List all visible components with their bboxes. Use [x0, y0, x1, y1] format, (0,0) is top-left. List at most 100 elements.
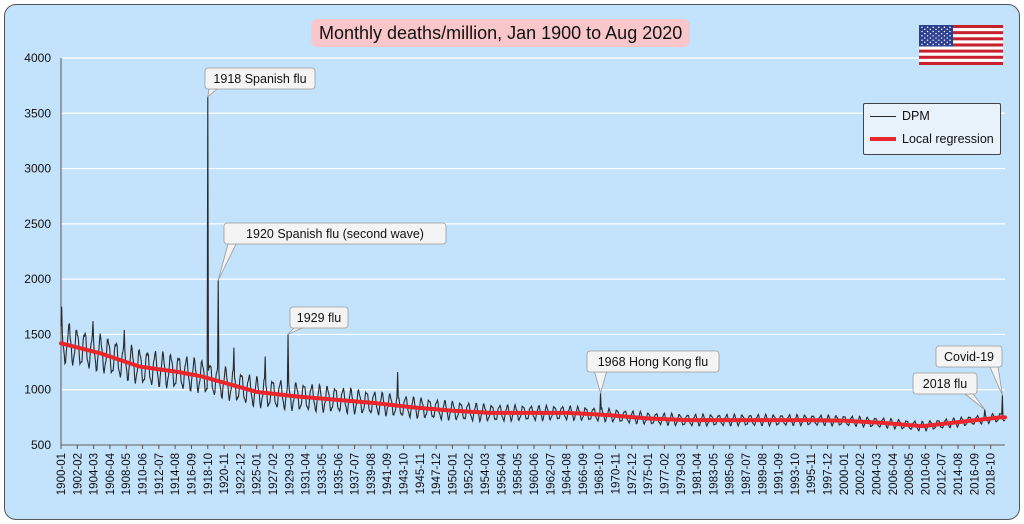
x-tick-label: 1920-11: [219, 453, 231, 494]
x-tick-label: 1979-03: [676, 453, 688, 495]
legend: DPM Local regression: [863, 103, 1001, 155]
x-tick-label: 2018-10: [986, 453, 998, 495]
x-tick-label: 2016-09: [969, 453, 981, 495]
x-tick-label: 1950-01: [447, 453, 459, 495]
x-tick-label: 1956-04: [496, 452, 508, 495]
annotation-callout: 1968 Hong Kong flu: [586, 350, 720, 395]
x-tick-label: 2002-02: [855, 453, 867, 495]
x-tick-label: 1985-06: [725, 453, 737, 495]
annotation-box: [289, 306, 349, 329]
x-tick-label: 1989-08: [757, 453, 769, 495]
x-tick-label: 1954-03: [480, 453, 492, 495]
legend-label-local-regression: Local regression: [902, 132, 994, 146]
x-tick-label: 1952-02: [464, 453, 476, 495]
annotation-box: [586, 350, 720, 373]
legend-swatch-dpm: [870, 115, 896, 117]
x-tick-label: 1968-10: [594, 453, 606, 495]
annotation-label: 1929 flu: [297, 311, 342, 325]
annotation-callout: 1929 flu: [287, 306, 349, 335]
x-tick-label: 1995-11: [806, 453, 818, 494]
x-tick-label: 1981-04: [692, 452, 704, 495]
annotation-label: Covid-19: [944, 350, 994, 364]
x-tick-label: 1925-01: [252, 453, 264, 495]
x-tick-label: 1929-03: [284, 453, 296, 495]
y-tick-label: 500: [31, 438, 51, 452]
x-tick-label: 1991-09: [774, 453, 786, 495]
annotation-pointer: [989, 366, 1003, 396]
x-tick-label: 1993-10: [790, 453, 802, 495]
y-tick-label: 4000: [24, 51, 51, 65]
x-tick-label: 1987-07: [741, 453, 753, 495]
x-tick-label: 1933-05: [317, 453, 329, 495]
x-tick-label: 1983-05: [708, 453, 720, 495]
annotation-label: 1920 Spanish flu (second wave): [246, 227, 424, 241]
x-tick-label: 1918-10: [203, 453, 215, 495]
annotation-box: [223, 222, 447, 245]
x-tick-label: 1975-01: [643, 453, 655, 495]
y-tick-label: 2000: [24, 272, 51, 286]
x-tick-label: 1972-12: [627, 453, 639, 495]
x-tick-label: 1906-04: [105, 452, 117, 495]
chart-title: Monthly deaths/million, Jan 1900 to Aug …: [319, 22, 683, 43]
legend-item-local-regression: Local regression: [870, 132, 994, 146]
annotation-pointer: [217, 243, 237, 281]
legend-swatch-local-regression: [870, 137, 896, 141]
y-tick-label: 3000: [24, 162, 51, 176]
legend-item-dpm: DPM: [870, 109, 930, 123]
x-tick-label: 1962-07: [545, 453, 557, 495]
annotations: 1918 Spanish flu 1920 Spanish flu (second…: [204, 67, 1003, 410]
annotation-pointer: [207, 88, 219, 98]
annotation-label: 1968 Hong Kong flu: [598, 355, 709, 369]
chart-frame: 500 1000 1500 2000 2500 3000 3500 4000 1900-01 1…: [4, 4, 1020, 520]
x-tick-label: 1916-09: [186, 453, 198, 495]
annotation-pointer: [287, 327, 303, 335]
x-tick-label: 2004-03: [871, 453, 883, 495]
annotation-callout: 1918 Spanish flu: [204, 67, 316, 98]
x-tick-label: 1943-10: [399, 453, 411, 495]
x-tick-label: 1931-04: [301, 452, 313, 495]
y-tick-label: 1000: [24, 383, 51, 397]
annotation-box: [204, 67, 316, 90]
annotation-pointer: [963, 393, 986, 410]
x-tick-label: 1904-03: [89, 453, 101, 495]
x-tick-label: 2008-05: [904, 453, 916, 495]
x-tick-label: 1939-08: [366, 453, 378, 495]
x-tick-label: 2000-01: [839, 453, 851, 495]
x-tick-label: 2006-04: [888, 452, 900, 495]
x-tick-label: 2012-07: [937, 453, 949, 495]
x-tick-label: 1977-02: [659, 453, 671, 495]
x-tick-label: 1960-06: [529, 453, 541, 495]
annotation-callout: 2018 flu: [912, 372, 986, 410]
x-tick-label: 1902-02: [72, 453, 84, 495]
x-tick-label: 1964-08: [562, 453, 574, 495]
x-tick-label: 1970-11: [611, 453, 623, 494]
united-states-flag-icon: [919, 25, 1003, 65]
x-tick-label: 1914-08: [170, 453, 182, 495]
annotation-callout: 1920 Spanish flu (second wave): [217, 222, 447, 281]
x-tick-label: 2014-08: [953, 453, 965, 495]
x-tick-label: 1935-06: [333, 453, 345, 495]
x-tick-label: 1997-12: [823, 453, 835, 495]
y-tick-label: 3500: [24, 106, 51, 120]
annotation-label: 1918 Spanish flu: [213, 72, 306, 86]
x-tick-label: 1912-07: [154, 453, 166, 495]
y-axis: 500 1000 1500 2000 2500 3000 3500 4000: [24, 51, 1005, 452]
x-tick-label: 1910-06: [138, 453, 150, 495]
x-tick-label: 1945-11: [415, 453, 427, 494]
chart-canvas: 500 1000 1500 2000 2500 3000 3500 4000 1900-01 1…: [24, 51, 1007, 495]
x-tick-label: 1900-01: [56, 453, 68, 495]
x-tick-label: 1908-05: [121, 453, 133, 495]
legend-label-dpm: DPM: [902, 109, 930, 123]
annotation-callout: Covid-19: [935, 345, 1003, 396]
x-tick-label: 1966-09: [578, 453, 590, 495]
series-line-local-regression: [59, 341, 1007, 429]
x-tick-label: 1947-12: [431, 453, 443, 495]
x-tick-label: 2010-06: [920, 453, 932, 495]
x-tick-label: 1922-12: [235, 453, 247, 495]
annotation-label: 2018 flu: [923, 377, 968, 391]
x-tick-label: 1941-09: [382, 453, 394, 495]
annotation-box: [912, 372, 978, 395]
y-tick-label: 2500: [24, 217, 51, 231]
x-tick-label: 1937-07: [350, 453, 362, 495]
y-tick-label: 1500: [24, 327, 51, 341]
